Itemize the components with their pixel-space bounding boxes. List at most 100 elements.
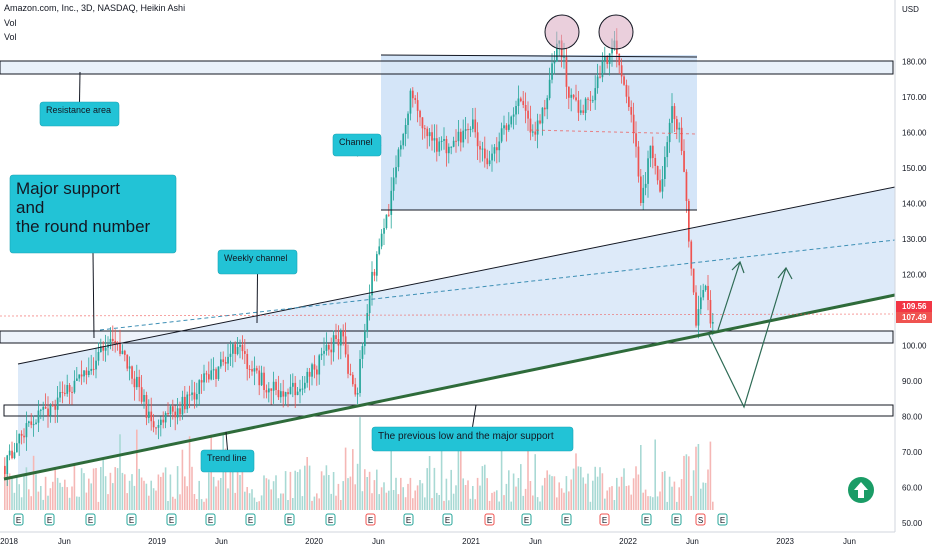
earnings-marker-label: E [602, 516, 607, 525]
volume-bar [467, 480, 469, 510]
candle-body [666, 142, 669, 158]
candle-body [258, 370, 261, 386]
volume-bar [488, 500, 491, 510]
volume-bar [61, 486, 64, 510]
volume-bar [23, 475, 25, 510]
volume-bar [647, 496, 649, 510]
resistance-area-callout[interactable]: Resistance area [39, 71, 120, 127]
candle-body [241, 345, 244, 352]
arrow-up-icon [854, 482, 868, 498]
earnings-marker [641, 513, 652, 526]
volume-bar [28, 489, 30, 510]
candle-body [409, 90, 412, 114]
volume-bar [186, 486, 188, 510]
volume-bar [625, 486, 628, 510]
candle-body [313, 364, 316, 370]
candle-body [373, 271, 376, 276]
volume-indicator-label[interactable]: Vol [4, 18, 17, 28]
volume-bar [544, 477, 546, 510]
volume-bar [198, 480, 200, 510]
candle-body [366, 313, 369, 332]
volume-bar [640, 445, 642, 510]
volume-bar [697, 444, 700, 510]
volume-bar [256, 501, 258, 510]
candle-body [395, 167, 397, 178]
earnings-marker-label: E [487, 516, 492, 525]
volume-bar [148, 495, 150, 510]
candle-body [145, 395, 148, 418]
channel-callout[interactable]: Channel [332, 133, 382, 157]
volume-bar [227, 488, 229, 510]
volume-bar [133, 485, 136, 510]
candle-body [452, 140, 455, 147]
volume-bar [344, 447, 347, 510]
volume-bar [412, 498, 414, 510]
candle-body [527, 110, 529, 119]
candle-body [678, 127, 681, 130]
earnings-marker [166, 513, 177, 526]
candle-body [143, 395, 145, 402]
candle-body [287, 392, 289, 395]
candle-body [433, 138, 436, 141]
volume-bar [433, 467, 436, 510]
volume-bar [580, 466, 582, 510]
bearish-scenario-path [707, 267, 787, 409]
volume-bar [376, 469, 378, 510]
candle-body [179, 408, 181, 415]
volume-bar [164, 467, 167, 510]
candle-body [426, 128, 429, 137]
volume-bar [11, 476, 13, 510]
volume-bar [498, 501, 500, 510]
callout-box [371, 426, 574, 452]
candle-body [491, 153, 493, 161]
candle-body [100, 346, 102, 352]
candle-body [623, 76, 625, 85]
candle-body [119, 343, 121, 354]
volume-bar [407, 483, 409, 510]
volume-bar [582, 477, 584, 510]
candle-body [594, 88, 597, 101]
trend-line-callout[interactable]: Trend line [200, 431, 255, 473]
volume-indicator-label-2[interactable]: Vol [4, 32, 17, 42]
previous-low-callout[interactable]: The previous low and the major support [371, 404, 574, 452]
volume-bar [481, 466, 484, 510]
volume-bar [152, 488, 155, 510]
candle-body [284, 392, 287, 397]
candle-body [580, 110, 582, 113]
volume-bar [200, 499, 203, 510]
volume-bar [280, 493, 282, 510]
volume-bar [450, 469, 452, 510]
candle-body [196, 394, 198, 400]
volume-bar [671, 486, 673, 510]
candle-body [150, 411, 153, 422]
volume-bar [503, 495, 505, 510]
candle-body [664, 157, 666, 179]
volume-bar [109, 472, 112, 510]
candle-body [462, 130, 465, 143]
volume-bar [97, 501, 100, 510]
x-tick-label: Jun [215, 537, 228, 546]
y-tick-label: 160.00 [902, 128, 927, 137]
candle-body [364, 331, 366, 347]
weekly-channel-callout[interactable]: Weekly channel [217, 249, 298, 324]
candle-body [673, 106, 676, 120]
scroll-to-latest-button[interactable] [848, 477, 874, 503]
volume-bar [85, 492, 88, 510]
earnings-marker-label: E [169, 516, 174, 525]
candle-body [359, 359, 361, 393]
volume-bar [690, 495, 692, 510]
earnings-marker [561, 513, 572, 526]
x-axis: 2018 Jun 2019 Jun 2020 Jun 2021 Jun 2022 Jun 2023 J… [0, 531, 895, 546]
volume-bar [534, 454, 536, 510]
volume-bar [637, 474, 640, 510]
candle-body [352, 374, 354, 385]
channel-midline [99, 239, 896, 331]
candle-body [541, 107, 544, 124]
candle-body [400, 145, 402, 150]
volume-bar [8, 473, 11, 510]
volume-bar [181, 449, 184, 510]
volume-bar [304, 465, 306, 510]
candle-body [342, 331, 345, 337]
